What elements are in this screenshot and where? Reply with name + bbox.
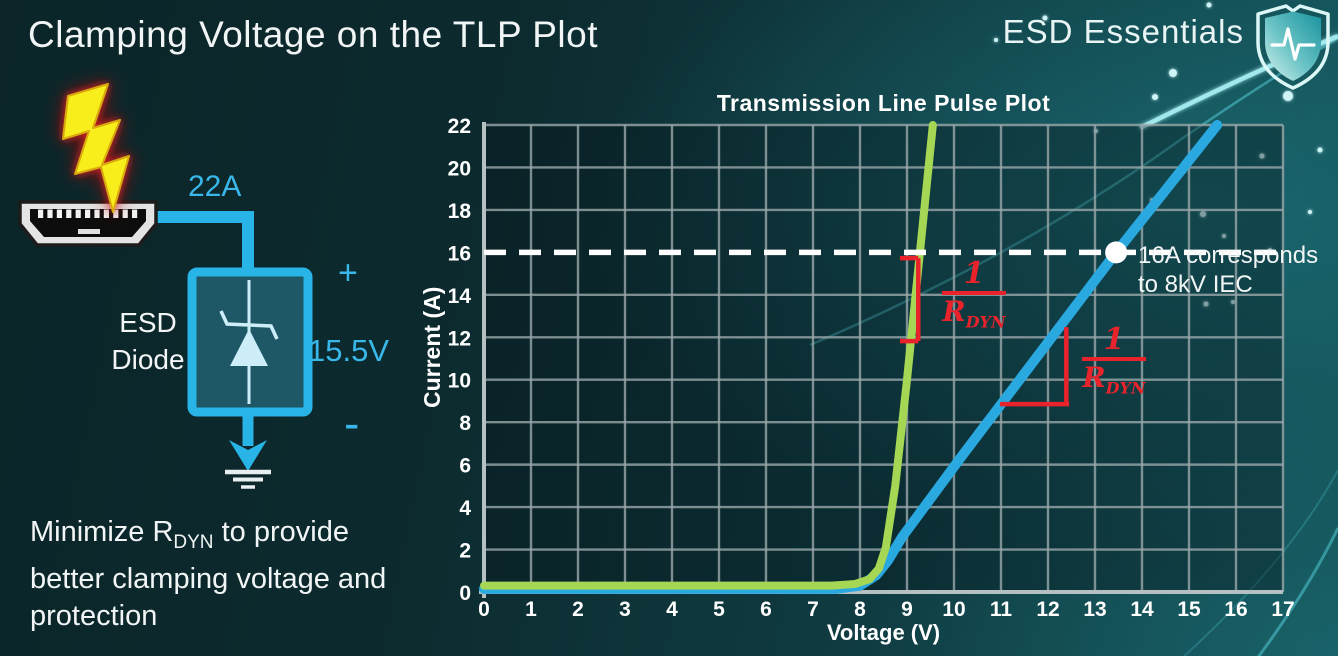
page-title: Clamping Voltage on the TLP Plot bbox=[28, 14, 599, 55]
x-tick-label: 11 bbox=[990, 598, 1013, 621]
y-tick-label: 10 bbox=[448, 370, 471, 393]
fraction-numerator: 1 bbox=[963, 256, 985, 291]
ground-icon bbox=[225, 412, 271, 489]
x-tick-label: 13 bbox=[1083, 598, 1106, 621]
y-tick-label: 14 bbox=[448, 285, 472, 308]
x-tick-label: 9 bbox=[901, 598, 913, 621]
x-tick-label: 3 bbox=[619, 598, 631, 621]
hdmi-connector-icon bbox=[18, 200, 158, 247]
x-tick-label: 15 bbox=[1177, 598, 1201, 621]
x-tick-label: 14 bbox=[1130, 598, 1154, 621]
takeaway-note: Minimize RDYN to provide better clamping… bbox=[30, 516, 387, 632]
marker-annotation: 16A corresponds to 8kV IEC bbox=[1138, 242, 1319, 298]
x-tick-label: 4 bbox=[666, 598, 678, 621]
x-tick-label: 12 bbox=[1036, 598, 1059, 621]
shield-logo-icon bbox=[1256, 4, 1330, 90]
swoosh-line-faint bbox=[1182, 469, 1338, 656]
brand-title: ESD Essentials bbox=[1002, 13, 1244, 50]
fraction-bar bbox=[942, 291, 1006, 295]
x-tick-label: 7 bbox=[807, 598, 819, 621]
chart-title: Transmission Line Pulse Plot bbox=[716, 90, 1051, 116]
rdyn-fraction-blue: 1 RDYN bbox=[1076, 324, 1152, 405]
marker-dot bbox=[1105, 241, 1128, 264]
x-tick-label: 6 bbox=[760, 598, 772, 621]
y-tick-label: 20 bbox=[448, 157, 471, 180]
rdyn-fraction-green: 1 RDYN bbox=[936, 258, 1012, 339]
fraction-bar bbox=[1082, 357, 1146, 361]
plus-terminal-label: + bbox=[338, 254, 358, 292]
minus-terminal-label: - bbox=[344, 397, 360, 449]
y-tick-label: 0 bbox=[459, 582, 471, 605]
y-tick-label: 18 bbox=[448, 200, 472, 223]
green-tlp-curve bbox=[480, 121, 937, 590]
y-tick-label: 4 bbox=[459, 497, 471, 520]
y-tick-label: 16 bbox=[448, 242, 471, 265]
x-tick-label: 16 bbox=[1224, 598, 1247, 621]
surge-current-label: 22A bbox=[188, 170, 242, 203]
y-tick-label: 8 bbox=[459, 412, 471, 435]
esd-diode-symbol bbox=[187, 267, 313, 417]
fraction-denominator: RDYN bbox=[942, 295, 1006, 332]
x-tick-label: 2 bbox=[572, 598, 584, 621]
x-tick-label: 8 bbox=[854, 598, 866, 621]
y-tick-label: 22 bbox=[448, 115, 471, 138]
y-axis-label: Current (A) bbox=[419, 286, 445, 408]
y-tick-label: 6 bbox=[459, 455, 471, 478]
fraction-numerator: 1 bbox=[1103, 322, 1125, 357]
x-axis-label: Voltage (V) bbox=[826, 620, 941, 645]
clamp-voltage-label: 15.5V bbox=[308, 333, 390, 368]
x-tick-label: 10 bbox=[942, 598, 965, 621]
y-tick-label: 12 bbox=[448, 327, 471, 350]
fraction-denominator: RDYN bbox=[1082, 361, 1146, 398]
x-tick-label: 17 bbox=[1271, 598, 1294, 621]
wire bbox=[156, 211, 254, 276]
x-tick-label: 5 bbox=[713, 598, 725, 621]
particle-dots bbox=[994, 2, 1323, 307]
esd-diode-label: ESD Diode bbox=[111, 307, 185, 375]
diode-triangle bbox=[230, 329, 268, 366]
y-tick-label: 2 bbox=[459, 540, 471, 563]
swoosh-line-corner bbox=[1257, 527, 1338, 656]
pulse-line-icon bbox=[1270, 27, 1316, 61]
zener-bar bbox=[219, 310, 279, 340]
x-tick-label: 0 bbox=[478, 598, 490, 621]
x-tick-label: 1 bbox=[525, 598, 537, 621]
lightning-bolt-icon bbox=[62, 83, 130, 213]
